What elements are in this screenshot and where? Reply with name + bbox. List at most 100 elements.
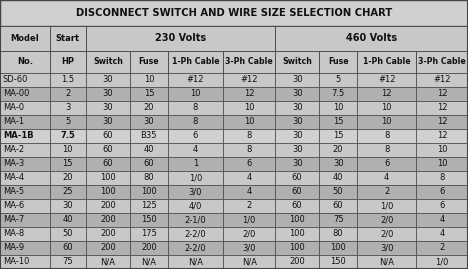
- Text: 5: 5: [336, 75, 341, 84]
- Text: B35: B35: [140, 132, 157, 140]
- Text: 20: 20: [63, 174, 73, 182]
- Bar: [417, 241, 468, 255]
- Text: 4/0: 4/0: [189, 201, 202, 210]
- Text: 25: 25: [63, 187, 73, 196]
- Bar: [320, 129, 357, 143]
- Bar: [275, 227, 320, 241]
- Bar: [130, 171, 168, 185]
- Text: MA-8: MA-8: [3, 229, 24, 239]
- Bar: [320, 171, 357, 185]
- Bar: [130, 143, 168, 157]
- Bar: [0, 129, 50, 143]
- Text: 30: 30: [144, 118, 154, 126]
- Bar: [320, 101, 357, 115]
- Bar: [86, 171, 130, 185]
- Bar: [357, 129, 417, 143]
- Bar: [168, 87, 223, 101]
- Bar: [50, 101, 86, 115]
- Text: 30: 30: [292, 146, 302, 154]
- Text: Switch: Switch: [282, 57, 312, 66]
- Bar: [168, 255, 223, 269]
- Bar: [417, 73, 468, 87]
- Bar: [50, 129, 86, 143]
- Bar: [0, 213, 50, 227]
- Bar: [130, 115, 168, 129]
- Text: 200: 200: [141, 243, 157, 253]
- Bar: [275, 255, 320, 269]
- Text: 6: 6: [247, 160, 252, 168]
- Bar: [50, 73, 86, 87]
- Bar: [0, 101, 50, 115]
- Bar: [130, 185, 168, 199]
- Text: 30: 30: [102, 118, 113, 126]
- Text: 1.5: 1.5: [61, 75, 74, 84]
- Text: 100: 100: [100, 187, 116, 196]
- Text: 12: 12: [244, 89, 255, 98]
- Text: 30: 30: [62, 201, 73, 210]
- Text: 100: 100: [289, 215, 305, 224]
- Text: 200: 200: [100, 243, 116, 253]
- Text: MA-1B: MA-1B: [3, 132, 33, 140]
- Text: 100: 100: [330, 243, 346, 253]
- Bar: [223, 241, 275, 255]
- Text: 3/0: 3/0: [189, 187, 202, 196]
- Bar: [130, 51, 168, 73]
- Bar: [130, 87, 168, 101]
- Bar: [320, 255, 357, 269]
- Bar: [417, 171, 468, 185]
- Bar: [223, 227, 275, 241]
- Text: 1-Ph Cable: 1-Ph Cable: [363, 57, 410, 66]
- Bar: [275, 26, 468, 51]
- Bar: [0, 115, 50, 129]
- Text: 60: 60: [102, 146, 113, 154]
- Text: 15: 15: [333, 132, 344, 140]
- Text: HP: HP: [61, 57, 74, 66]
- Text: 60: 60: [333, 201, 344, 210]
- Text: Fuse: Fuse: [328, 57, 349, 66]
- Text: MA-3: MA-3: [3, 160, 24, 168]
- Bar: [168, 213, 223, 227]
- Text: 3-Ph Cable: 3-Ph Cable: [418, 57, 466, 66]
- Text: 10: 10: [437, 146, 447, 154]
- Bar: [275, 199, 320, 213]
- Text: 200: 200: [289, 257, 305, 267]
- Text: Fuse: Fuse: [139, 57, 159, 66]
- Bar: [86, 241, 130, 255]
- Text: #12: #12: [187, 75, 204, 84]
- Bar: [130, 73, 168, 87]
- Text: 2: 2: [439, 243, 445, 253]
- Text: 10: 10: [333, 103, 344, 112]
- Bar: [417, 101, 468, 115]
- Text: 2: 2: [384, 187, 389, 196]
- Text: 50: 50: [333, 187, 344, 196]
- Text: 80: 80: [144, 174, 154, 182]
- Bar: [168, 51, 223, 73]
- Text: 30: 30: [333, 160, 344, 168]
- Bar: [320, 51, 357, 73]
- Bar: [275, 241, 320, 255]
- Bar: [50, 199, 86, 213]
- Bar: [275, 101, 320, 115]
- Bar: [320, 115, 357, 129]
- Bar: [168, 199, 223, 213]
- Bar: [320, 241, 357, 255]
- Bar: [0, 157, 50, 171]
- Bar: [417, 51, 468, 73]
- Bar: [275, 87, 320, 101]
- Text: 10: 10: [244, 118, 255, 126]
- Bar: [168, 157, 223, 171]
- Text: MA-00: MA-00: [3, 89, 29, 98]
- Text: DISCONNECT SWITCH AND WIRE SIZE SELECTION CHART: DISCONNECT SWITCH AND WIRE SIZE SELECTIO…: [76, 8, 392, 18]
- Bar: [168, 129, 223, 143]
- Text: 8: 8: [439, 174, 445, 182]
- Bar: [0, 143, 50, 157]
- Bar: [223, 73, 275, 87]
- Bar: [50, 241, 86, 255]
- Text: Switch: Switch: [93, 57, 123, 66]
- Text: 1/0: 1/0: [380, 201, 393, 210]
- Bar: [86, 213, 130, 227]
- Bar: [50, 115, 86, 129]
- Text: 10: 10: [437, 160, 447, 168]
- Bar: [130, 241, 168, 255]
- Bar: [50, 143, 86, 157]
